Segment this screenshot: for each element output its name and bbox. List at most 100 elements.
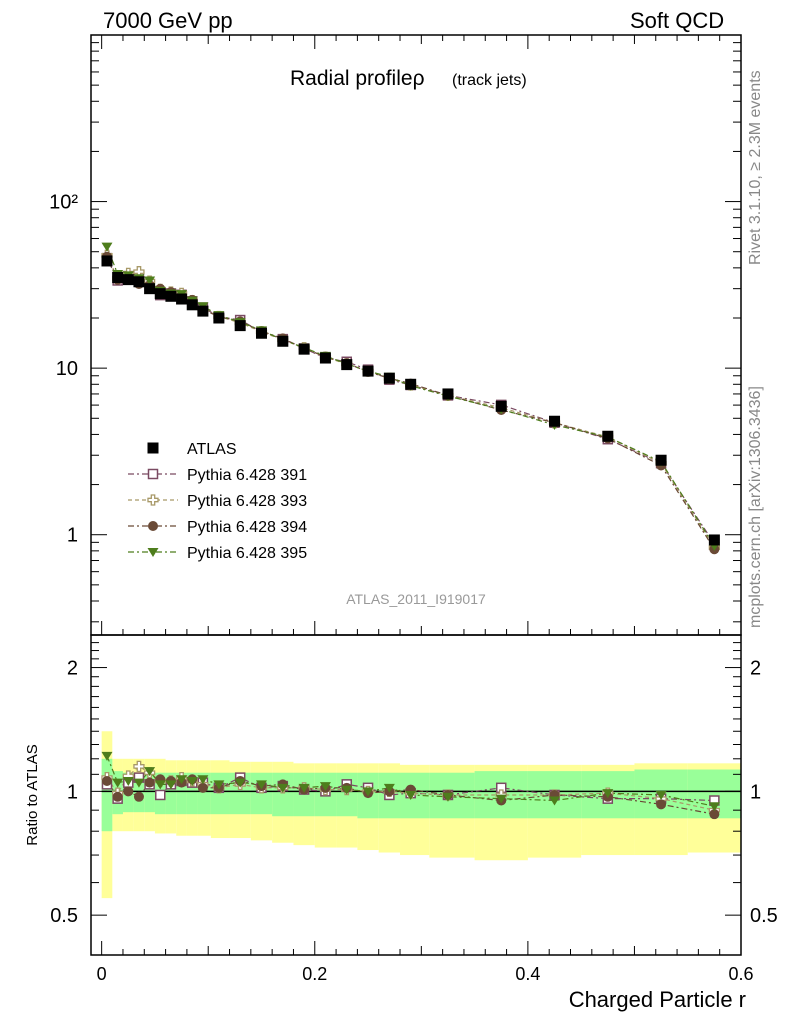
ratio-point [165,780,177,790]
header-right: Soft QCD [630,8,725,33]
ratio-point [133,778,145,788]
ratio-point [122,776,134,786]
ratio-point [319,782,331,792]
ratio-point [197,782,208,793]
header-left: 7000 GeV pp [103,8,233,33]
ratio-point [213,780,225,790]
chart-title: Radial profileρ [290,67,425,90]
chart-subtitle: (track jets) [452,72,527,89]
ratio-point [656,799,667,810]
data-point [197,305,209,317]
band-green [144,772,155,813]
data-point [341,359,353,371]
ratio-panel-frame [90,634,742,956]
data-point [144,276,156,286]
ratio-point [176,775,188,785]
legend-marker [147,468,159,480]
legend-marker [147,494,159,506]
x-tick-label: 0.4 [515,964,540,984]
ratio-point [144,767,156,777]
legend-label: Pythia 6.428 394 [187,519,307,536]
data-point [101,255,113,267]
legend-label: ATLAS [187,441,237,458]
ratio-point [383,783,395,793]
ratio-point [197,775,209,785]
legend-marker [147,442,159,454]
series-line-4 [106,246,715,547]
data-point [405,378,417,390]
ratio-point [155,789,166,801]
ratio-point [186,776,198,786]
watermark: ATLAS_2011_I919017 [346,591,486,607]
data-point [277,335,289,347]
data-point [234,320,246,332]
data-point [383,372,395,384]
ratio-tick-label-left: 1 [67,781,78,803]
data-point [319,352,331,364]
ratio-point [133,760,145,773]
y-tick-label: 10² [49,192,78,214]
ratio-point [133,791,144,802]
data-point [213,312,225,324]
x-axis-label: Charged Particle r [569,987,746,1012]
data-point [122,274,134,286]
band-green [272,772,294,817]
ratio-point [362,787,374,797]
ratio-point [101,775,112,786]
data-point [176,293,188,305]
ratio-tick-label-right: 1 [750,781,761,803]
x-tick-label: 0.2 [302,964,327,984]
data-point [549,415,561,427]
ratio-point [101,751,113,761]
ratio-point [123,786,134,797]
data-point [144,283,156,295]
ratio-point [144,777,155,788]
x-tick-label: 0.6 [728,964,753,984]
ratio-tick-label-right: 0.5 [750,905,778,927]
ratio-point [112,791,123,802]
data-point [101,242,113,252]
ratio-point [655,790,667,800]
ratio-point [495,794,507,804]
y-tick-label: 10 [56,358,78,380]
ratio-tick-label-left: 0.5 [50,905,78,927]
x-tick-label: 0 [97,964,107,984]
data-point [133,276,145,288]
ratio-tick-label-left: 2 [67,658,78,680]
ratio-line-3 [106,778,715,815]
ratio-line-4 [106,755,715,807]
ratio-point [234,778,246,788]
band-green [186,772,198,815]
band-green [101,758,113,832]
ratio-point [298,783,310,793]
data-point [495,400,507,412]
legend-label: Pythia 6.428 393 [187,493,307,510]
legend-label: Pythia 6.428 395 [187,545,307,562]
legend-marker [147,548,159,557]
data-point [255,327,267,339]
ratio-axis-label: Ratio to ATLAS [24,744,41,845]
ratio-point [154,780,166,790]
data-point [708,534,720,546]
legend-marker [148,521,158,531]
data-point [362,365,374,377]
band-green [176,772,187,815]
y-tick-label: 1 [67,525,78,547]
ratio-point [549,796,561,806]
ratio-point [277,783,289,793]
data-point [602,430,614,442]
ratio-line-1 [106,776,715,802]
ratio-point [405,790,417,800]
data-point [112,272,124,284]
data-point [442,388,454,400]
ratio-line-2 [106,765,715,811]
data-point [165,290,177,302]
ratio-point [112,778,124,788]
legend-label: Pythia 6.428 391 [187,467,307,484]
ratio-point [442,792,454,802]
data-point [655,454,667,466]
ratio-point [341,785,353,795]
ratio-point [602,789,614,799]
ratio-point [255,780,267,790]
ratio-tick-label-right: 2 [750,658,761,680]
